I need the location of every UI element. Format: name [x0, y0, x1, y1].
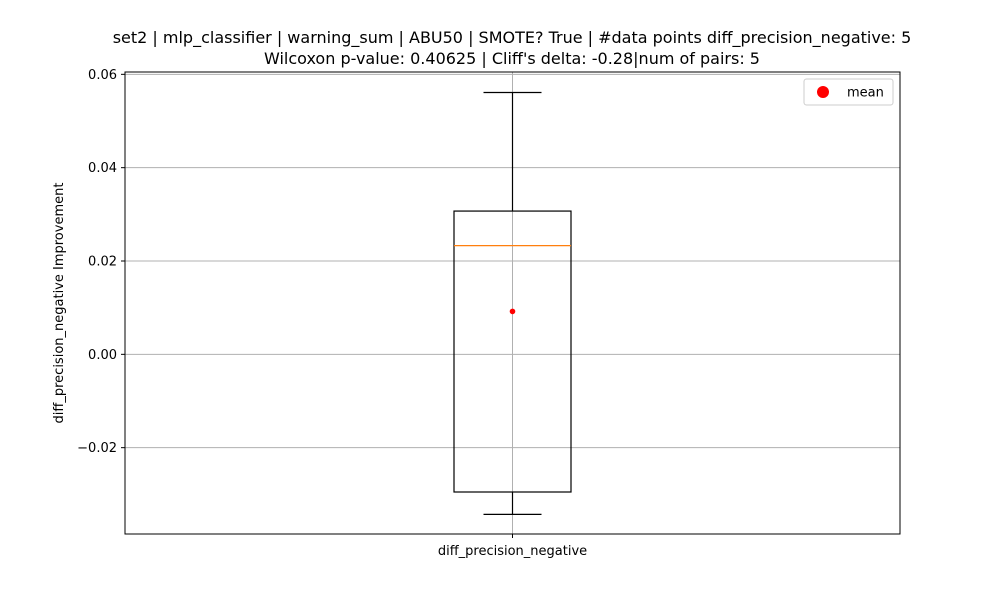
interquartile-box: [453, 210, 572, 493]
y-tick-label: 0.06: [88, 68, 117, 83]
y-tick-label: 0.00: [88, 348, 117, 363]
legend-mean-marker: [817, 86, 829, 98]
x-tick-label: diff_precision_negative: [438, 544, 587, 559]
legend: mean: [803, 78, 894, 106]
y-tick-label: 0.04: [88, 161, 117, 176]
chart-title-line-2: Wilcoxon p-value: 0.40625 | Cliff's delt…: [264, 49, 760, 68]
x-axis: diff_precision_negative: [438, 534, 587, 559]
box-plot-group: [453, 91, 572, 516]
chart-title: set2 | mlp_classifier | warning_sum | AB…: [113, 28, 912, 68]
chart-title-line-1: set2 | mlp_classifier | warning_sum | AB…: [113, 28, 912, 48]
y-axis: −0.02 0.00 0.02 0.04 0.06: [77, 68, 125, 456]
legend-label: mean: [847, 86, 884, 101]
y-tick-label: −0.02: [77, 441, 117, 456]
mean-marker: [509, 308, 516, 315]
legend-box: [803, 78, 894, 106]
y-tick-label: 0.02: [88, 255, 117, 270]
y-axis-label: diff_precision_negative Improvement: [52, 183, 67, 424]
